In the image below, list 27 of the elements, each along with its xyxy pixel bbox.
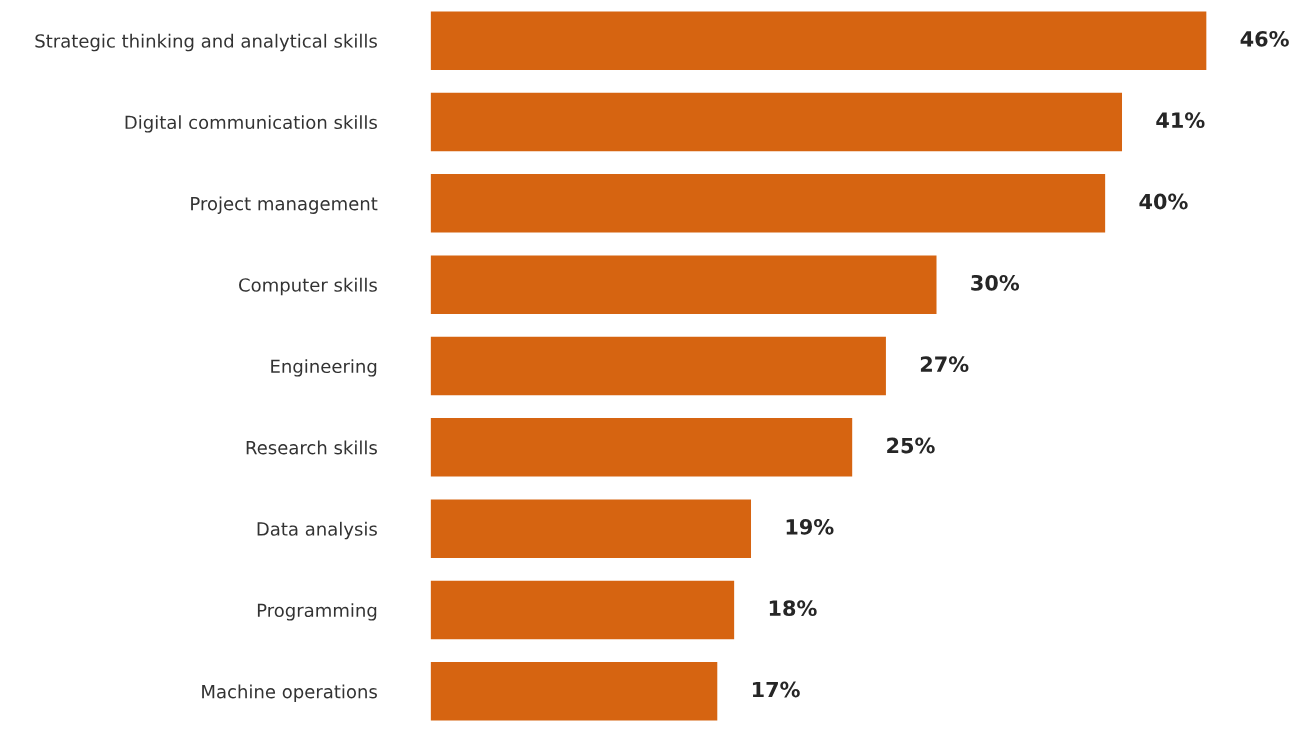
y-tick-label: Engineering bbox=[271, 359, 377, 377]
y-tick-label: Digital communication skills bbox=[125, 115, 377, 133]
data-label: 40% bbox=[1139, 193, 1188, 210]
bar bbox=[430, 92, 1123, 152]
y-tick-label: Computer skills bbox=[239, 277, 377, 296]
data-label: 41% bbox=[1156, 112, 1205, 129]
y-tick-label: Programming bbox=[257, 603, 377, 621]
y-tick-label: Data analysis bbox=[257, 521, 377, 540]
bar bbox=[430, 11, 1207, 70]
bar bbox=[430, 499, 752, 558]
y-tick-label: Machine operations bbox=[202, 684, 377, 702]
data-label: 18% bbox=[769, 600, 817, 617]
bar bbox=[430, 580, 735, 640]
data-label: 30% bbox=[971, 274, 1020, 291]
bar bbox=[430, 418, 853, 477]
data-label: 19% bbox=[786, 518, 834, 535]
y-tick-label: Research skills bbox=[246, 440, 377, 455]
y-tick-label: Strategic thinking and analytical skills bbox=[35, 33, 377, 52]
data-label: 17% bbox=[752, 681, 800, 698]
y-tick-label: Project management bbox=[191, 196, 378, 214]
data-label: 27% bbox=[920, 356, 969, 373]
bar bbox=[430, 336, 886, 396]
bar bbox=[430, 255, 937, 314]
bar bbox=[430, 662, 718, 721]
bar bbox=[430, 174, 1106, 233]
data-label: 46% bbox=[1240, 30, 1289, 47]
data-label: 25% bbox=[887, 437, 935, 454]
